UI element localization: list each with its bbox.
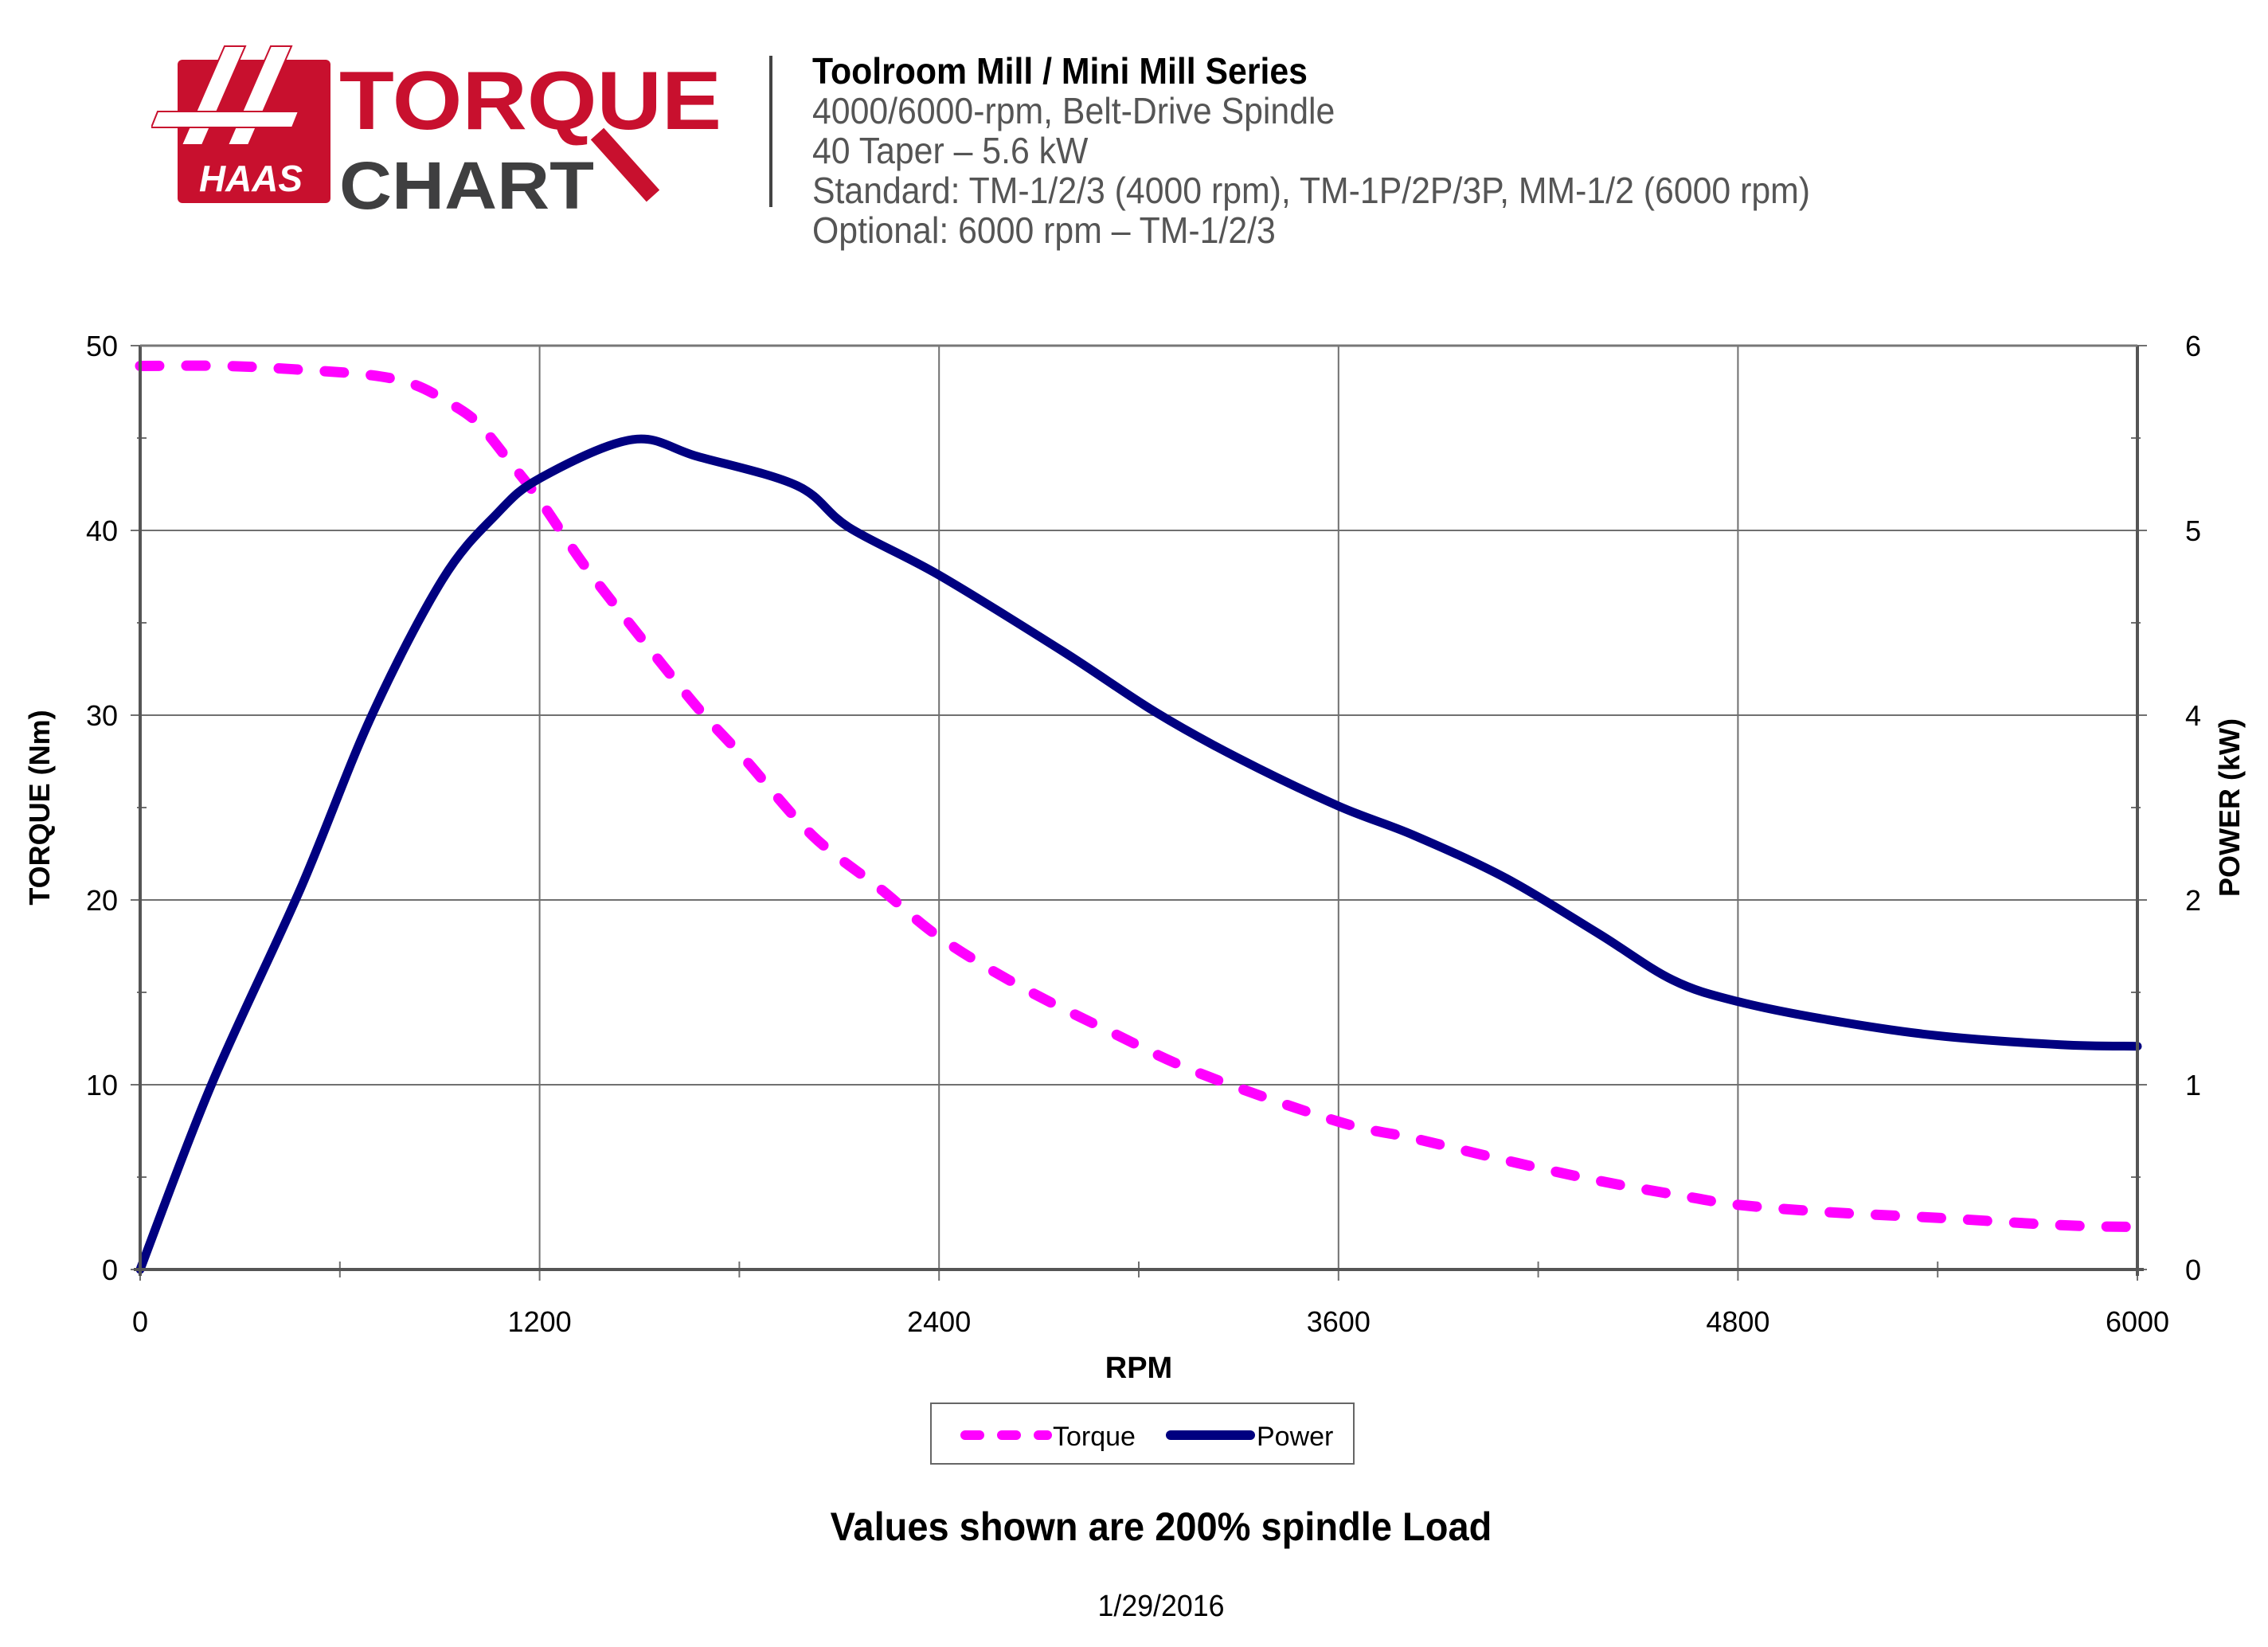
x-tick-label: 4800 <box>1706 1305 1769 1338</box>
header-line-optional: Optional: 6000 rpm – TM-1/2/3 <box>812 209 1276 251</box>
haas-torque-chart-logo: HAAS TORQUE CHART <box>151 45 721 223</box>
haas-wordmark: HAAS <box>199 158 303 199</box>
y2-tick-label: 6 <box>2185 330 2201 362</box>
y2-tick-label: 0 <box>2185 1254 2201 1286</box>
y2-tick-label: 2 <box>2185 884 2201 917</box>
y-tick-label: 10 <box>86 1069 118 1101</box>
y-tick-label: 40 <box>86 514 118 547</box>
x-axis-title: RPM <box>1105 1352 1172 1385</box>
footer-date: 1/29/2016 <box>1097 1590 1225 1623</box>
header-divider <box>769 56 772 207</box>
series-group <box>135 360 2143 1274</box>
y2-tick-label: 5 <box>2185 514 2201 547</box>
y-axis-title: TORQUE (Nm) <box>23 710 56 905</box>
y-tick-label: 20 <box>86 884 118 917</box>
y2-tick-label: 4 <box>2185 699 2201 732</box>
chart-title: Toolroom Mill / Mini Mill Series <box>812 50 1308 92</box>
y2-tick-label: 1 <box>2185 1069 2201 1101</box>
x-tick-label: 2400 <box>907 1305 971 1338</box>
logo-word-torque: TORQUE <box>339 55 721 147</box>
header-line-standard: Standard: TM-1/2/3 (4000 rpm), TM-1P/2P/… <box>812 170 1811 211</box>
footer-note: Values shown are 200% spindle Load <box>830 1504 1492 1549</box>
header-line-spindle: 4000/6000-rpm, Belt-Drive Spindle <box>812 90 1335 131</box>
axis-ticks <box>137 437 2141 1277</box>
legend: Torque Power <box>930 1402 1355 1465</box>
grid-lines <box>131 345 2147 1281</box>
x-tick-label: 3600 <box>1307 1305 1371 1338</box>
y-tick-label: 0 <box>102 1254 118 1286</box>
power-line <box>135 434 2142 1274</box>
legend-power-label: Power <box>1257 1422 1333 1452</box>
tick-labels: 0 010 120 230 440 550 60 1200 2400 3600 4800 6000 <box>86 330 2201 1338</box>
torque-line <box>135 360 2143 1233</box>
legend-torque-label: Torque <box>1053 1422 1136 1452</box>
x-tick-label: 1200 <box>508 1305 572 1338</box>
y-tick-label: 30 <box>86 699 118 732</box>
x-tick-label: 0 <box>132 1305 148 1338</box>
y-tick-label: 50 <box>86 330 118 362</box>
header-line-taper: 40 Taper – 5.6 kW <box>812 130 1089 171</box>
x-tick-label: 6000 <box>2106 1305 2169 1338</box>
axes <box>134 344 2144 1276</box>
logo-word-chart: CHART <box>339 148 594 223</box>
haas-h-icon <box>151 45 300 146</box>
y2-axis-title: POWER (kW) <box>2213 718 2246 897</box>
logo-wrench-handle <box>590 127 660 202</box>
